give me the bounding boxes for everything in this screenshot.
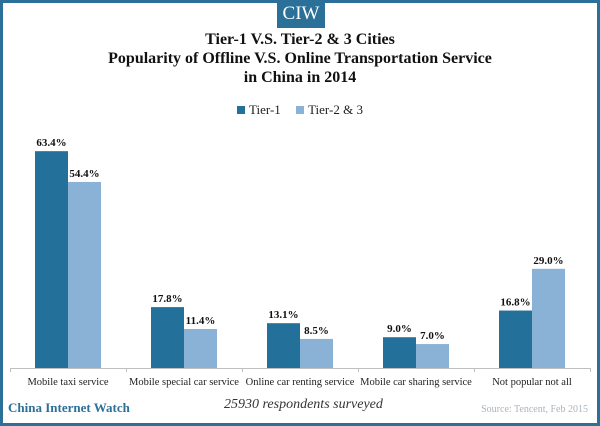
chart-title-line-3: in China in 2014 <box>243 69 357 86</box>
data-label: 54.4% <box>69 168 99 180</box>
legend-label-tier23: Tier-2 & 3 <box>308 102 363 117</box>
data-label: 63.4% <box>36 137 66 149</box>
legend-swatch-tier23 <box>296 106 305 114</box>
bar-tier1 <box>151 307 184 368</box>
data-label: 16.8% <box>500 297 530 309</box>
chart-title-line-1: Tier-1 V.S. Tier-2 & 3 Cities <box>205 31 395 48</box>
bar-tier23 <box>68 181 101 368</box>
data-label: 29.0% <box>533 255 563 267</box>
bar-tier1 <box>383 337 416 368</box>
x-tick-label: Mobile car sharing service <box>360 377 472 388</box>
bar-tier23 <box>184 329 217 368</box>
data-label: 17.8% <box>152 293 182 305</box>
footer-respondents-note: 25930 respondents surveyed <box>224 397 383 412</box>
bar-tier1 <box>499 310 532 368</box>
legend-label-tier1: Tier-1 <box>249 102 281 117</box>
bar-tier23 <box>532 268 565 368</box>
bar-tier1 <box>35 151 68 368</box>
bar-tier1 <box>267 323 300 368</box>
data-label: 7.0% <box>420 330 445 342</box>
ciw-logo-tab: CIW <box>277 0 325 28</box>
legend-item-tier23: Tier-2 & 3 <box>296 102 363 118</box>
legend-item-tier1: Tier-1 <box>237 102 281 118</box>
x-tick-label: Mobile special car service <box>129 377 239 388</box>
data-label: 13.1% <box>268 309 298 321</box>
data-label: 8.5% <box>304 325 329 337</box>
legend-swatch-tier1 <box>237 106 246 114</box>
footer-brand: China Internet Watch <box>8 400 130 415</box>
bar-tier23 <box>416 344 449 368</box>
footer-source: Source: Tencent, Feb 2015 <box>481 404 588 415</box>
chart-title: Tier-1 V.S. Tier-2 & 3 Cities Popularity… <box>0 30 600 87</box>
chart-legend: Tier-1 Tier-2 & 3 <box>0 102 600 118</box>
x-tick-label: Online car renting service <box>246 377 355 388</box>
bar-tier23 <box>300 338 333 368</box>
chart-title-line-2: Popularity of Offline V.S. Online Transp… <box>108 50 492 67</box>
x-tick-label: Not popular not all <box>492 377 572 388</box>
x-tick-label: Mobile taxi service <box>27 377 108 388</box>
data-label: 11.4% <box>186 315 216 327</box>
data-label: 9.0% <box>387 323 412 335</box>
